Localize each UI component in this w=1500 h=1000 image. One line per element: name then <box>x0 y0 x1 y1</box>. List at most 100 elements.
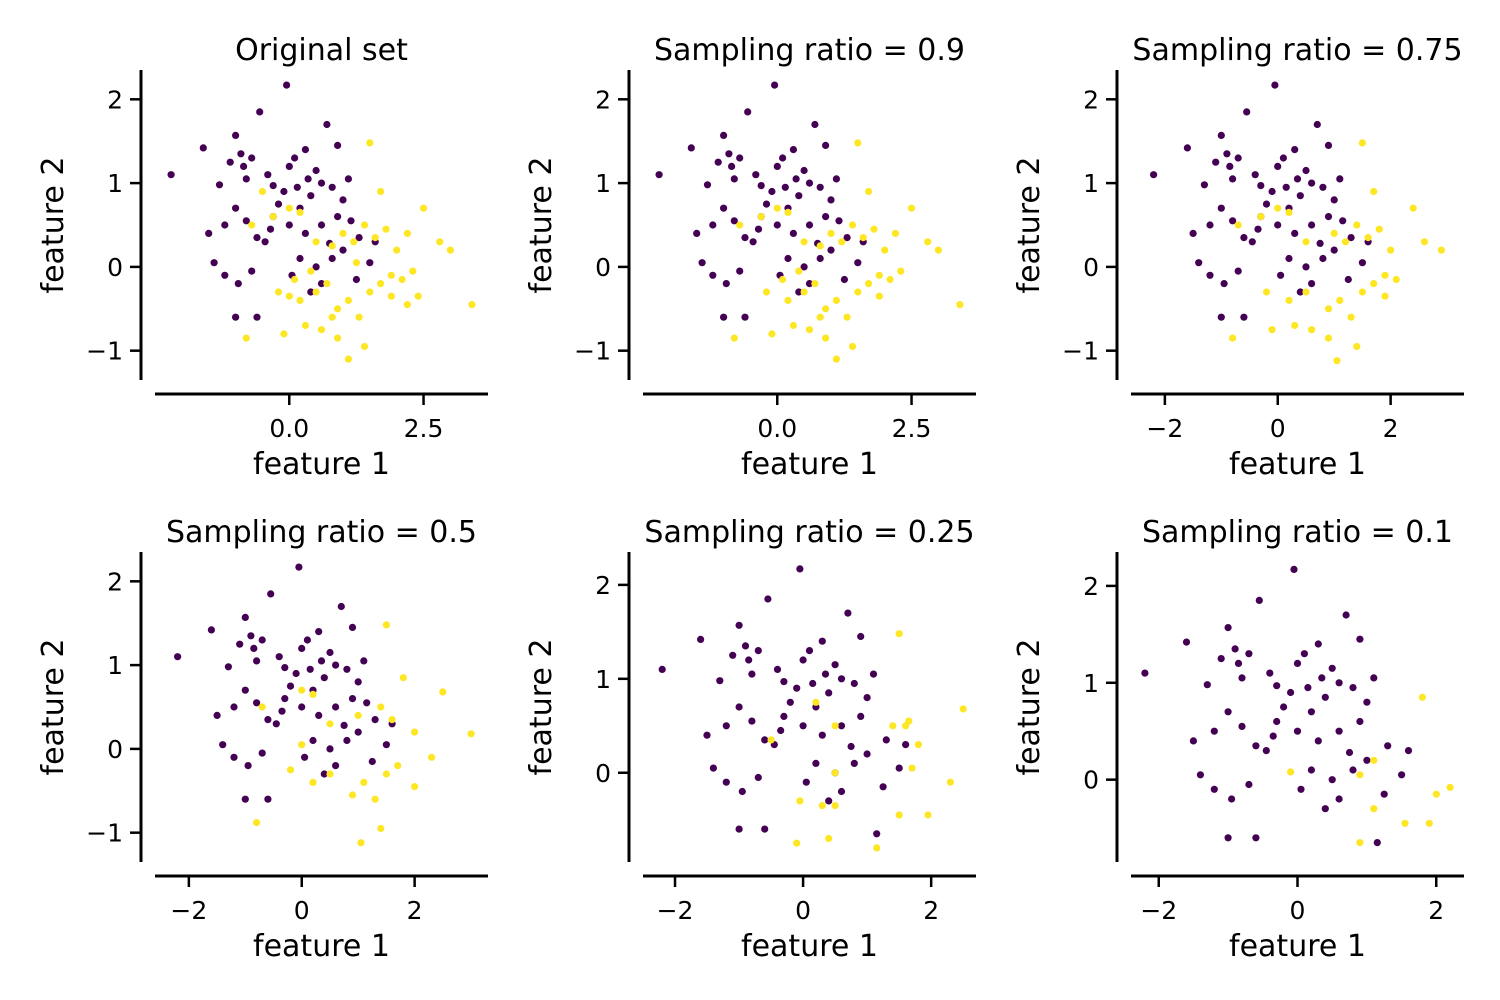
x-tick-label: 0 <box>294 896 310 925</box>
data-point <box>1336 296 1344 304</box>
y-tick-label: 0 <box>1083 253 1099 282</box>
data-point <box>1341 238 1350 246</box>
data-point <box>795 192 803 200</box>
data-point <box>309 778 317 787</box>
data-point <box>323 120 331 129</box>
data-point <box>1356 635 1364 643</box>
data-point <box>1150 171 1158 179</box>
data-point <box>1274 162 1282 170</box>
data-point <box>687 144 695 152</box>
data-point <box>1217 655 1225 663</box>
data-point <box>264 716 272 724</box>
data-point <box>1297 785 1305 793</box>
data-point <box>280 330 288 338</box>
data-point <box>924 811 932 819</box>
data-point <box>307 192 315 200</box>
data-point <box>658 665 666 674</box>
data-point <box>831 769 839 777</box>
data-point <box>735 825 743 833</box>
data-point <box>837 787 846 796</box>
data-point <box>816 183 824 191</box>
data-point <box>371 234 379 242</box>
data-point <box>269 182 277 190</box>
data-point <box>831 661 839 669</box>
data-point <box>780 678 788 686</box>
data-point <box>1356 771 1364 779</box>
data-point <box>875 271 883 279</box>
data-point <box>762 200 771 208</box>
data-point <box>825 689 833 697</box>
data-point <box>1262 200 1271 208</box>
data-point <box>1255 596 1263 605</box>
data-point <box>891 229 900 237</box>
data-point <box>881 246 889 254</box>
data-point <box>403 229 411 237</box>
data-point <box>1302 263 1310 271</box>
data-point <box>757 182 765 190</box>
data-point <box>234 280 242 288</box>
data-point <box>326 770 334 778</box>
data-point <box>1296 288 1304 296</box>
data-point <box>258 187 266 196</box>
data-point <box>1231 645 1239 653</box>
data-point <box>1206 221 1214 229</box>
data-point <box>1387 246 1395 254</box>
data-point <box>1302 166 1310 175</box>
data-point <box>1262 747 1270 755</box>
data-point <box>1203 681 1211 689</box>
data-point <box>1356 717 1364 726</box>
data-point <box>1273 717 1281 726</box>
data-point <box>1228 795 1236 803</box>
data-point <box>863 750 871 758</box>
data-point <box>258 703 266 711</box>
data-point <box>924 238 932 246</box>
data-point <box>1217 131 1225 139</box>
data-point <box>1243 108 1251 116</box>
data-point <box>411 783 419 791</box>
data-point <box>854 288 862 296</box>
data-point <box>843 313 851 321</box>
data-point <box>1251 171 1259 179</box>
data-point <box>1336 175 1344 183</box>
data-point <box>309 690 317 699</box>
data-point <box>780 712 788 721</box>
data-point <box>761 825 769 833</box>
data-point <box>285 292 293 300</box>
data-point <box>1308 179 1316 187</box>
data-point <box>332 661 340 669</box>
data-point <box>278 707 286 715</box>
data-point <box>895 811 903 819</box>
data-point <box>1335 727 1343 735</box>
data-point <box>1313 120 1321 129</box>
data-point <box>312 166 320 175</box>
data-point <box>355 234 363 242</box>
data-point <box>1330 196 1338 204</box>
data-point <box>863 694 871 702</box>
data-point <box>1370 187 1378 196</box>
data-point <box>773 204 781 212</box>
data-point <box>730 334 738 342</box>
data-point <box>1240 313 1248 321</box>
data-point <box>800 263 808 271</box>
data-point <box>377 187 385 196</box>
data-point <box>285 204 293 212</box>
data-point <box>934 246 943 254</box>
data-point <box>1277 271 1285 279</box>
data-point <box>722 280 730 288</box>
scatter-panel-1: −1 0 1 2 0.0 2.5 Original set feature 1 feature … <box>36 33 488 482</box>
data-point <box>398 275 406 284</box>
data-point <box>709 221 717 229</box>
data-point <box>388 716 396 724</box>
data-point <box>897 267 905 275</box>
data-point <box>1293 175 1302 183</box>
data-point <box>334 141 342 149</box>
data-point <box>312 263 320 271</box>
data-point <box>789 229 798 237</box>
data-point <box>795 288 803 296</box>
data-point <box>354 711 362 720</box>
data-point <box>306 665 314 673</box>
data-point <box>328 242 336 250</box>
data-point <box>253 699 261 707</box>
data-point <box>875 292 883 300</box>
data-point <box>1418 693 1426 701</box>
